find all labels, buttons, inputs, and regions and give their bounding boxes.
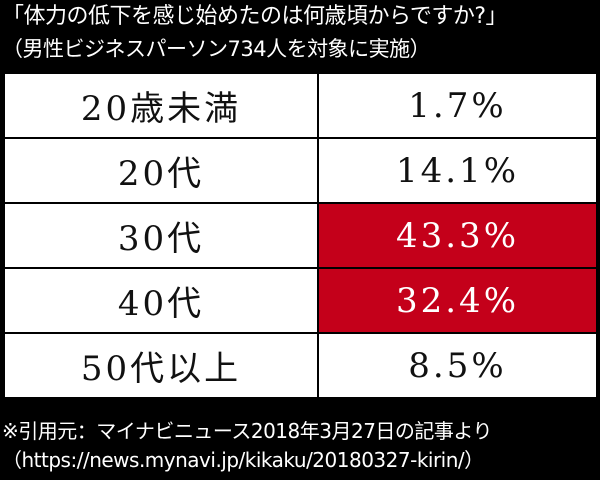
percentage-cell: 1.7%	[317, 72, 598, 139]
age-group-cell: 20歳未満	[3, 72, 319, 139]
source-url: （https://news.mynavi.jp/kikaku/20180327-…	[2, 448, 484, 472]
percentage-cell: 43.3%	[317, 202, 598, 269]
results-table: 20歳未満 1.7% 20代 14.1% 30代 43.3% 40代 32.4% 50代以上 8.…	[3, 72, 598, 399]
percentage-cell: 32.4%	[317, 267, 598, 334]
age-group-cell: 20代	[3, 137, 319, 204]
age-group-cell: 40代	[3, 267, 319, 334]
table-row: 20歳未満 1.7%	[3, 72, 598, 139]
age-group-cell: 30代	[3, 202, 319, 269]
age-group-cell: 50代以上	[3, 332, 319, 399]
table-row: 40代 32.4%	[3, 267, 598, 334]
table-row: 50代以上 8.5%	[3, 332, 598, 399]
percentage-cell: 8.5%	[317, 332, 598, 399]
percentage-cell: 14.1%	[317, 137, 598, 204]
chart-subtitle: （男性ビジネスパーソン734人を対象に実施）	[2, 37, 431, 61]
table-row: 30代 43.3%	[3, 202, 598, 269]
table-row: 20代 14.1%	[3, 137, 598, 204]
source-note: ※引用元：マイナビニュース2018年3月27日の記事より	[2, 419, 493, 443]
chart-title: 「体力の低下を感じ始めたのは何歳頃からですか?」	[2, 4, 508, 29]
